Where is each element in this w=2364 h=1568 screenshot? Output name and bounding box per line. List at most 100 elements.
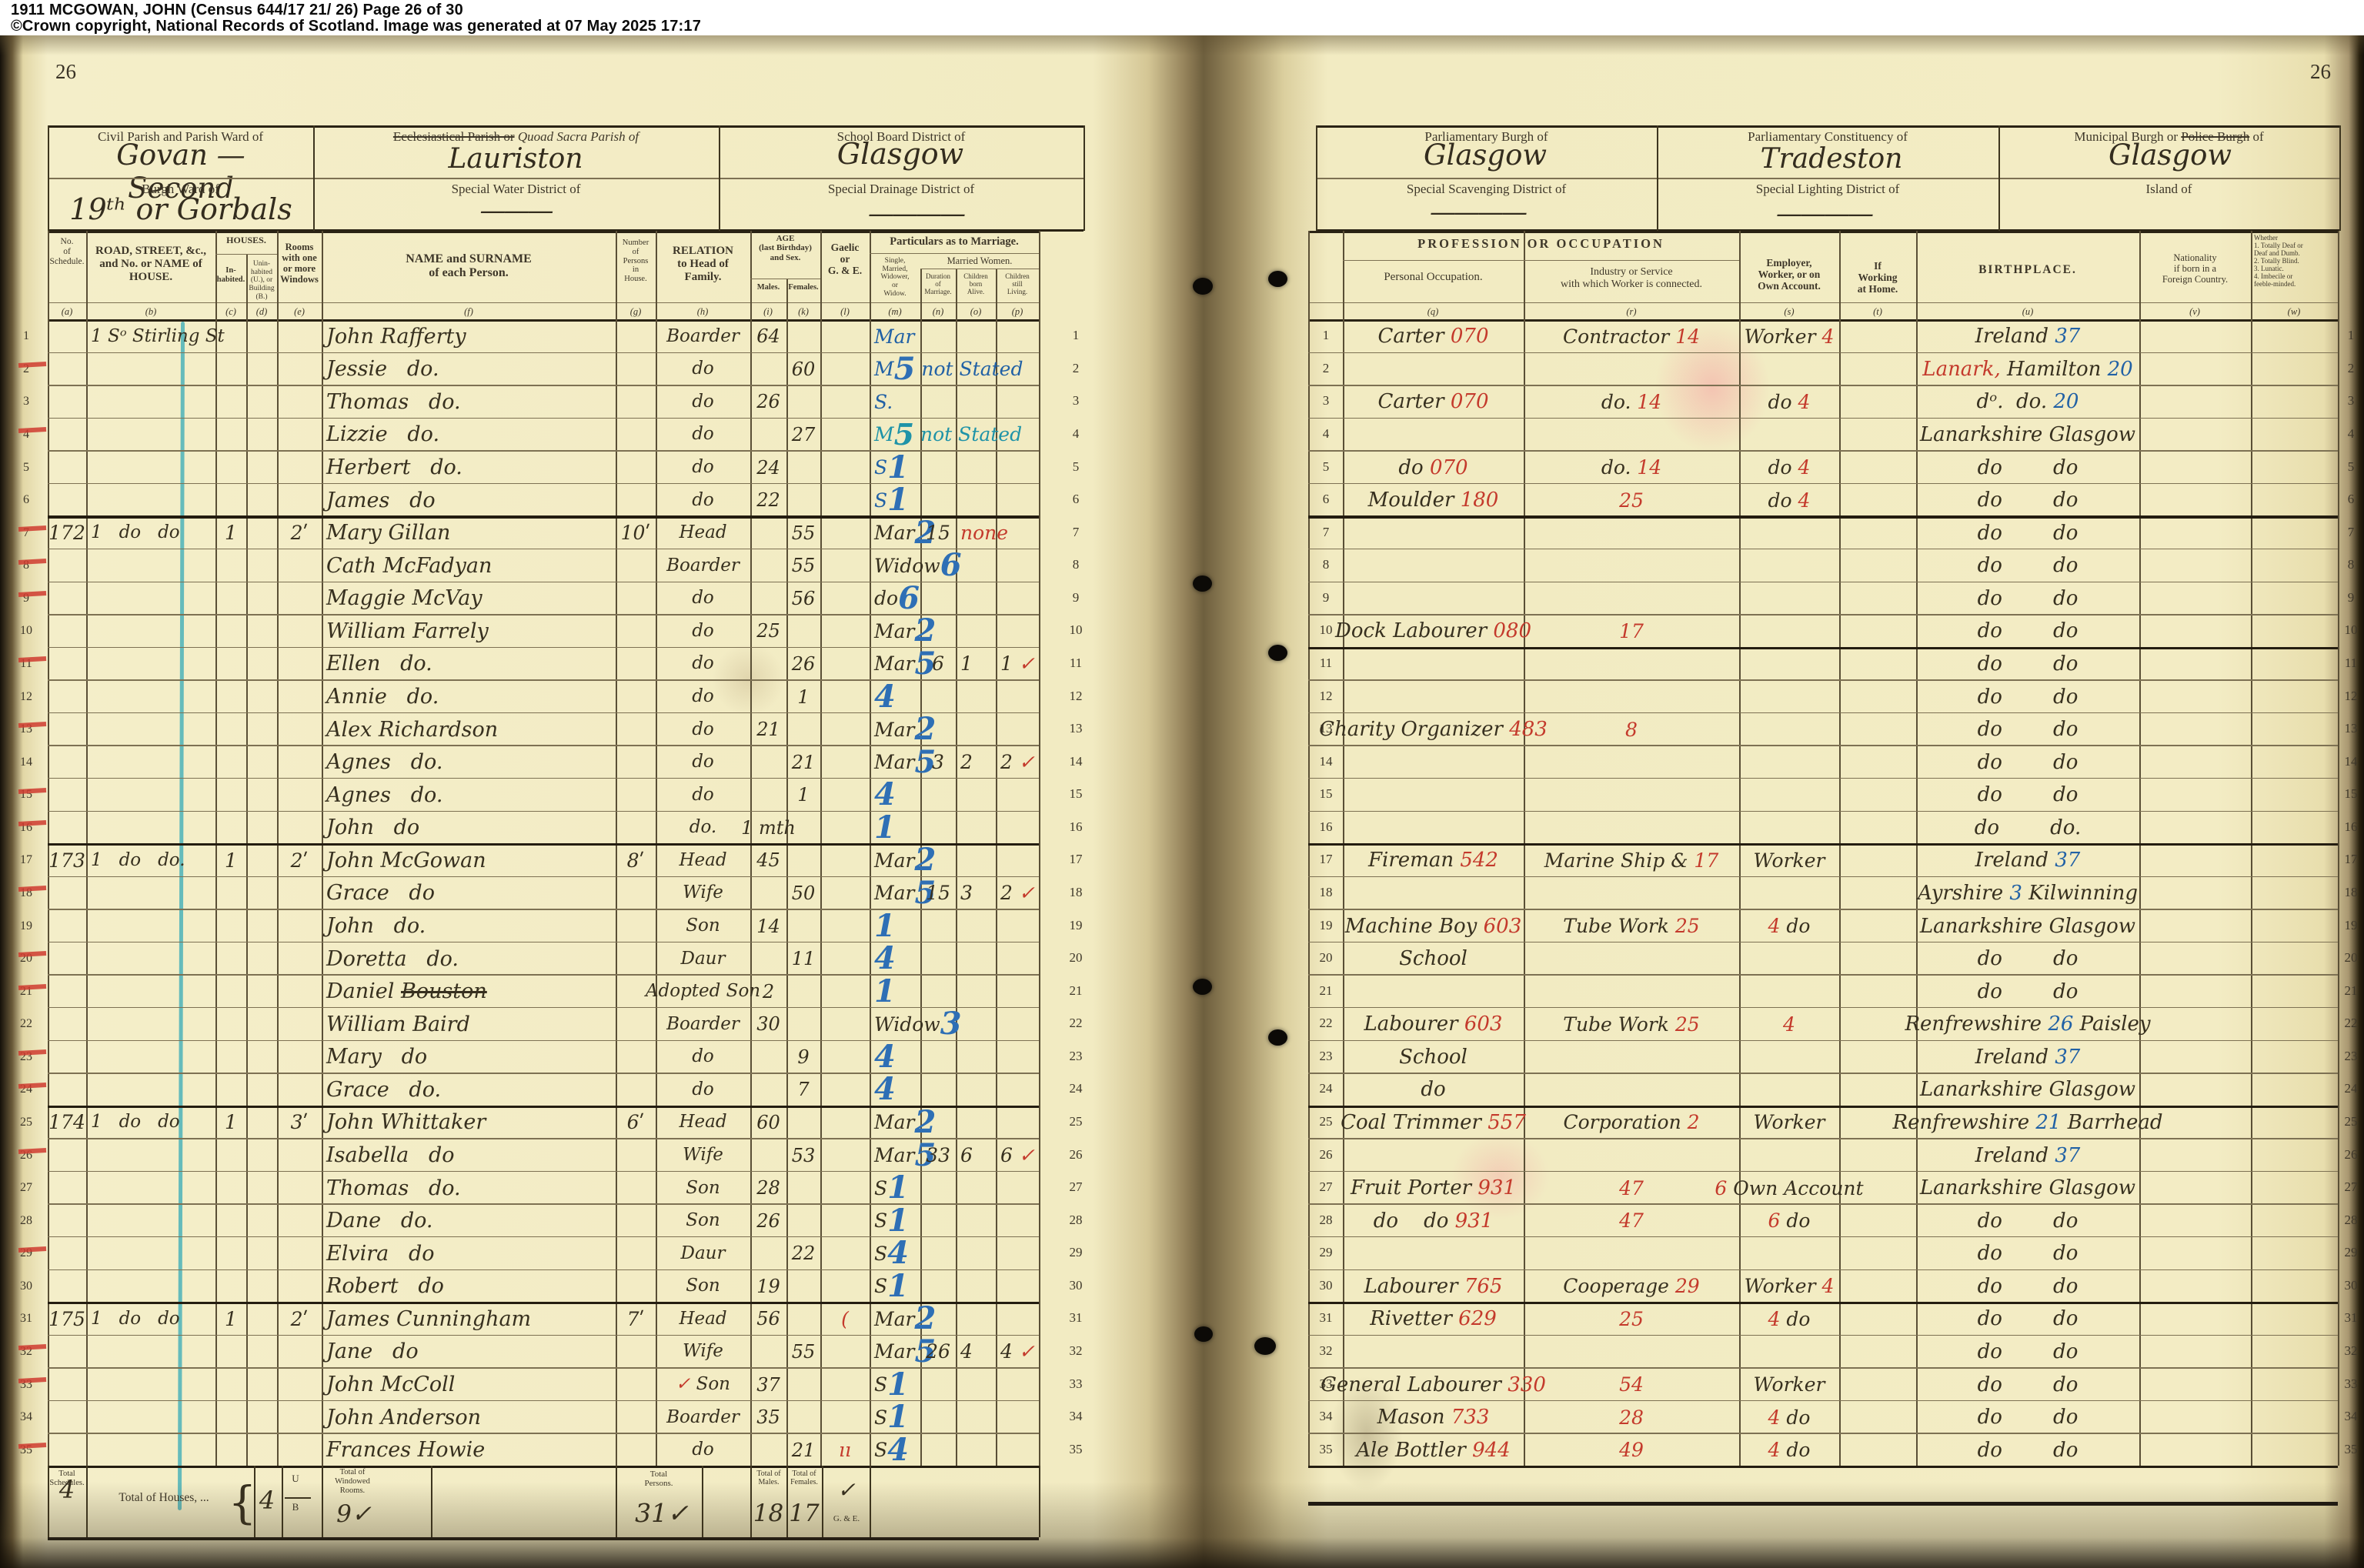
grid-line-horizontal — [48, 450, 1039, 452]
ink-segment: Elvira do — [326, 1241, 435, 1266]
cell-inh: 1 — [215, 516, 246, 549]
cell-mar: Mar 5 — [870, 877, 936, 910]
grid-line-vertical — [431, 1466, 432, 1537]
grid-line-horizontal — [48, 1039, 1039, 1041]
cell-emp: 4 — [1739, 1008, 1839, 1041]
row-number: 25 — [1069, 1114, 1083, 1129]
ink-segment: 37 — [2055, 1143, 2081, 1167]
ink-segment: 21 — [756, 719, 780, 741]
ink-segment: Herbert do. — [326, 455, 462, 480]
ink-segment: 080 — [1493, 619, 1532, 643]
cell-name: Elvira do — [322, 1237, 620, 1270]
ink-segment: 4 — [874, 1071, 896, 1108]
ink-segment: Daniel — [326, 979, 401, 1004]
red-enumerator-mark — [18, 1147, 47, 1154]
row-number: 21 — [2344, 983, 2358, 998]
ink-segment: 2 — [914, 842, 937, 879]
row-number: 31 — [2344, 1310, 2358, 1326]
ink-segment: Mar — [874, 718, 915, 741]
cell-mar: 4 — [870, 680, 925, 713]
total-persons-value: 31✓ — [631, 1493, 693, 1533]
grid-line-vertical — [1916, 231, 1918, 1466]
cell-f: 11 — [786, 942, 820, 976]
row-number: 13 — [1319, 721, 1333, 736]
grid-line-vertical — [322, 231, 323, 1466]
ink-segment: do — [692, 653, 714, 674]
cell-occ: School — [1343, 1041, 1524, 1074]
row-number-margin: 25 — [20, 1116, 32, 1129]
ink-segment: Boarder — [666, 555, 740, 575]
grid-line-horizontal — [1308, 810, 2338, 812]
row-number: 7 — [1072, 524, 1080, 539]
ink-segment: 5 — [914, 1333, 937, 1369]
cell-rel: do — [656, 1041, 750, 1074]
ink-segment: Widow — [874, 1013, 940, 1036]
ink-segment: do. — [1601, 390, 1638, 413]
ink-segment: Labourer — [1364, 1013, 1464, 1036]
red-enumerator-mark — [18, 525, 47, 532]
cell-ind: 47 — [1524, 1172, 1739, 1205]
ink-segment: John McGowan — [326, 848, 486, 872]
row-number: 11 — [2344, 656, 2358, 670]
ink-segment: do — [1768, 390, 1798, 413]
row-number: 16 — [1069, 819, 1083, 834]
cell-mar: 1 — [870, 909, 925, 942]
cell-bp: Ireland 37 — [1916, 844, 2139, 877]
cell-road: 1 Sᵒ Stirling St — [86, 320, 225, 353]
ink-segment: Cooperage — [1563, 1275, 1675, 1298]
cell-bp: do do — [1916, 1270, 2139, 1303]
cell-pers: 6ʹ — [616, 1106, 656, 1139]
grid-line-horizontal — [1308, 876, 2338, 878]
ink-segment: 17 — [1619, 619, 1644, 642]
grid-line-horizontal — [1308, 1400, 2338, 1402]
quoad-sacra-value: Lauriston — [448, 143, 583, 175]
row-number: 19 — [1319, 917, 1333, 932]
col-industry: Industry or Service with which Worker is… — [1560, 266, 1703, 290]
row-number: 3 — [1072, 393, 1080, 409]
row-number-margin: 22 — [20, 1017, 32, 1031]
ink-segment: S — [874, 1209, 888, 1233]
row-number: 9 — [1072, 589, 1080, 605]
cell-rel: Son — [656, 1204, 750, 1237]
cell-bp: do do — [1916, 648, 2139, 681]
ink-segment: 6 — [932, 652, 944, 676]
ge-value: ✓ — [830, 1473, 863, 1507]
ink-segment: S — [874, 1439, 888, 1462]
ink-segment: Adopted Son — [645, 981, 761, 1002]
cell-mar: 4 — [870, 1073, 925, 1106]
col-houses-banner: HOUSES. — [226, 235, 266, 245]
row-number: 10 — [1069, 622, 1083, 638]
grid-line-vertical — [322, 1466, 323, 1537]
school-board-value: Glasgow — [836, 137, 964, 171]
cell-rel: do. — [656, 812, 750, 845]
ink-segment: 47 — [1619, 1209, 1644, 1233]
row-number: 29 — [1069, 1245, 1083, 1260]
cell-occ: do do 931 — [1343, 1204, 1524, 1237]
ink-segment: 37 — [756, 1373, 780, 1396]
ink-segment: 1 do do — [91, 522, 180, 543]
col-living: Children still Living. — [1005, 272, 1030, 296]
ink-segment: Dock Labourer — [1334, 619, 1494, 643]
row-number: 21 — [1319, 983, 1333, 998]
ink-segment: 1 do do — [91, 1308, 180, 1329]
ink-segment: Widow — [874, 554, 940, 577]
col-employer: Employer, Worker, or on Own Account. — [1758, 257, 1821, 292]
ink-segment: 5 — [893, 416, 915, 452]
row-number: 16 — [2344, 819, 2358, 834]
cell-name: Annie do. — [322, 680, 620, 713]
cell-rel: do — [656, 746, 750, 779]
cell-bp: Lanarkshire Glasgow — [1916, 1073, 2139, 1106]
grid-line-horizontal — [48, 1203, 1039, 1205]
column-letter: (u) — [2022, 306, 2034, 317]
ink-segment: 27 — [791, 423, 816, 445]
ink-segment: ✓ — [1018, 751, 1035, 774]
ink-segment: 1 — [225, 1307, 237, 1330]
ink-segment: Mar — [874, 751, 915, 774]
grid-line-horizontal — [48, 1367, 1039, 1369]
ink-segment: 25 — [1619, 489, 1644, 512]
cell-bp: do do — [1916, 484, 2139, 517]
cell-occ: Charity Organizer 483 — [1319, 713, 1548, 746]
ink-segment: 4 — [1768, 1406, 1787, 1429]
grid-line-horizontal — [1308, 679, 2338, 681]
grid-line-horizontal — [1308, 482, 2338, 485]
